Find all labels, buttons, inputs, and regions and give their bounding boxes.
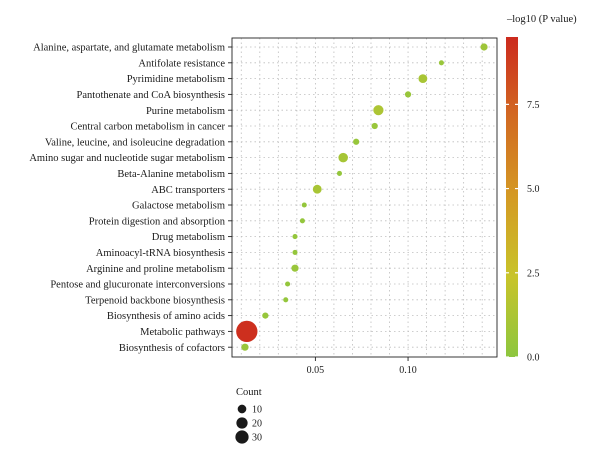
data-point: [283, 297, 289, 303]
data-point: [438, 60, 444, 66]
data-point: [404, 91, 412, 98]
category-label: Valine, leucine, and isoleucine degradat…: [45, 137, 226, 148]
size-legend-label: 30: [252, 433, 262, 444]
category-label: Central carbon metabolism in cancer: [70, 122, 225, 133]
category-label: Alanine, aspartate, and glutamate metabo…: [33, 43, 225, 54]
color-legend-tick-label: 7.5: [527, 100, 540, 111]
category-label: Amino sugar and nucleotide sugar metabol…: [29, 153, 225, 164]
data-point: [262, 312, 269, 319]
data-point: [241, 343, 249, 351]
data-point: [338, 152, 348, 163]
size-legend-marker: [235, 430, 249, 444]
x-tick-label: 0.05: [307, 365, 325, 376]
data-point: [312, 184, 322, 194]
data-point: [480, 43, 488, 51]
category-label: Galactose metabolism: [132, 201, 225, 212]
y-ticks: [228, 46, 232, 348]
color-legend-tick-label: 2.5: [527, 268, 540, 279]
size-legend-marker: [237, 404, 247, 414]
category-label: Biosynthesis of amino acids: [107, 311, 225, 322]
data-point: [236, 320, 258, 343]
x-tick-label: 0.10: [399, 365, 417, 376]
size-legend: Count 10 20 30: [235, 387, 262, 444]
data-point: [301, 202, 307, 208]
category-label: Arginine and proline metabolism: [86, 264, 225, 275]
size-legend-title: Count: [236, 387, 262, 398]
color-legend-tick-label: 5.0: [527, 184, 540, 195]
x-ticks: 0.05 0.10: [307, 357, 417, 376]
grid-layer: [232, 38, 497, 357]
category-label: ABC transporters: [151, 185, 225, 196]
color-legend-title: –log10 (P value): [506, 14, 577, 25]
size-legend-label: 20: [252, 419, 262, 430]
size-legend-items: 10 20 30: [235, 405, 262, 444]
data-point: [285, 281, 291, 287]
data-point: [292, 249, 298, 255]
color-legend: –log10 (P value) 0.0 2.5 5.0 7.5: [506, 14, 577, 364]
data-point: [418, 74, 428, 84]
data-point: [353, 138, 360, 145]
category-label: Beta-Alanine metabolism: [117, 169, 225, 180]
category-label: Terpenoid backbone biosynthesis: [85, 295, 225, 306]
category-label: Protein digestion and absorption: [89, 216, 226, 227]
category-label: Metabolic pathways: [140, 327, 225, 338]
color-legend-bar: [506, 37, 518, 357]
data-points: [236, 43, 488, 351]
size-legend-label: 10: [252, 405, 262, 416]
category-label: Pyrimidine metabolism: [127, 74, 225, 85]
category-label: Pantothenate and CoA biosynthesis: [77, 90, 225, 101]
color-legend-tick-label: 0.0: [527, 353, 540, 364]
category-label: Biosynthesis of cofactors: [119, 343, 225, 354]
category-label: Pentose and glucuronate interconversions: [50, 280, 225, 291]
data-point: [292, 234, 298, 240]
data-point: [336, 170, 343, 176]
category-label: Antifolate resistance: [138, 58, 225, 69]
category-label: Aminoacyl-tRNA biosynthesis: [96, 248, 225, 259]
data-point: [373, 105, 384, 116]
category-labels: Alanine, aspartate, and glutamate metabo…: [29, 43, 225, 354]
plot-frame: [231, 37, 498, 358]
data-point: [371, 122, 378, 130]
category-label: Purine metabolism: [146, 106, 225, 117]
data-point: [299, 218, 305, 224]
data-point: [291, 264, 299, 272]
category-label: Drug metabolism: [152, 232, 225, 243]
color-legend-ticks: 0.0 2.5 5.0 7.5: [506, 100, 540, 364]
size-legend-marker: [236, 417, 248, 429]
